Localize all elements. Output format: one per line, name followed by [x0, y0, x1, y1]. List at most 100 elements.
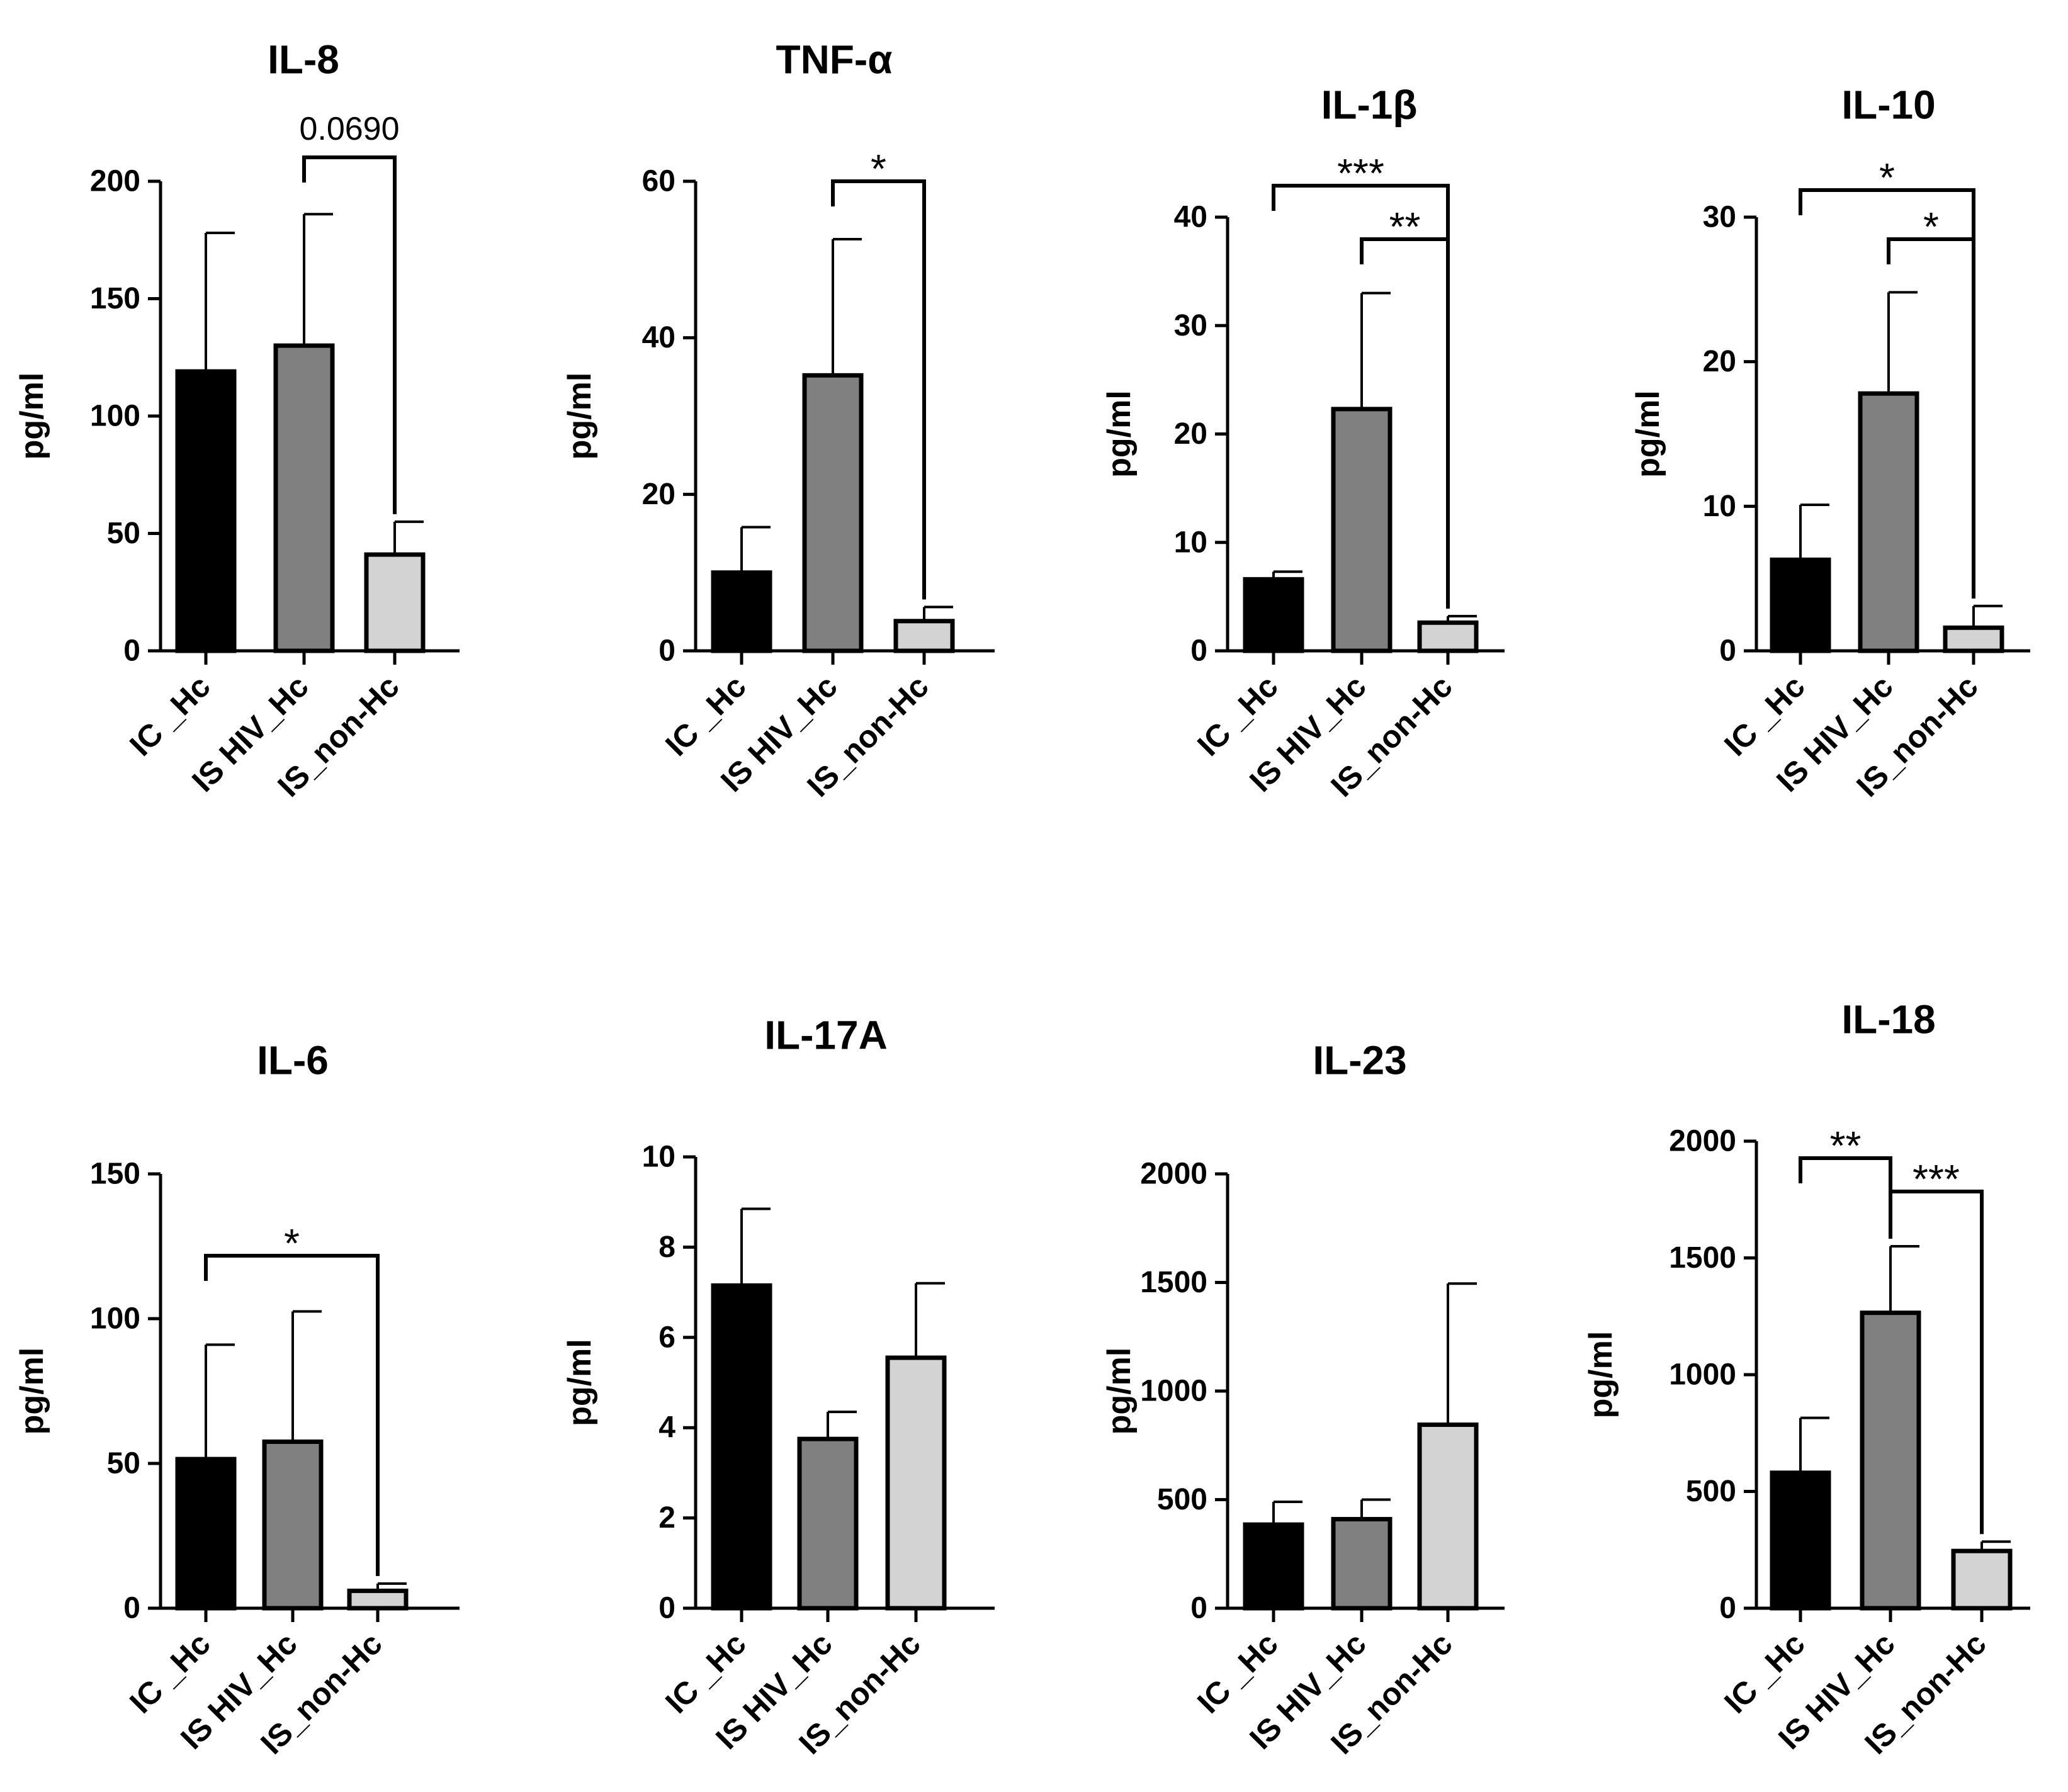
bar: [364, 552, 426, 653]
y-axis-label: pg/ml: [1101, 1348, 1138, 1435]
y-tick-label: 500: [1686, 1475, 1736, 1508]
bar: [1951, 1548, 2013, 1611]
bar: [1860, 1310, 1921, 1611]
chart-title: IL-6: [257, 1037, 329, 1083]
y-tick-label: 0: [1190, 634, 1207, 668]
y-tick-label: 40: [1174, 201, 1207, 234]
significance-bracket: [831, 179, 926, 600]
y-tick-label: 100: [90, 1302, 140, 1336]
y-tick-label: 10: [1703, 490, 1736, 523]
y-tick-label: 30: [1174, 309, 1207, 342]
y-tick-label: 200: [90, 165, 140, 198]
y-axis-label: pg/ml: [562, 1339, 598, 1426]
bar: [1943, 625, 2004, 653]
y-tick-label: 1500: [1140, 1266, 1207, 1299]
y-tick-label: 10: [1174, 526, 1207, 559]
y-tick-label: 40: [642, 321, 675, 354]
significance-bracket: [204, 1254, 380, 1576]
chart-title: IL-10: [1841, 82, 1935, 127]
y-axis-label: pg/ml: [14, 1348, 50, 1435]
bar: [802, 373, 864, 653]
chart-title: TNF-α: [776, 37, 892, 82]
y-tick-label: 50: [107, 1447, 140, 1480]
y-tick-label: 8: [658, 1231, 675, 1264]
significance-label: *: [1879, 155, 1895, 200]
y-tick-label: 2000: [1669, 1125, 1736, 1158]
y-tick-label: 0: [123, 1592, 140, 1625]
chart-title: IL-1β: [1321, 82, 1418, 127]
bar: [1770, 557, 1831, 653]
y-tick-label: 20: [642, 478, 675, 511]
significance-bracket: [1887, 237, 1975, 599]
y-tick-label: 50: [107, 517, 140, 550]
y-tick-label: 20: [1703, 345, 1736, 378]
bar: [1770, 1470, 1831, 1611]
y-tick-label: 2: [658, 1501, 675, 1535]
y-axis-label: pg/ml: [14, 373, 50, 460]
bar: [175, 369, 237, 653]
significance-bracket: [302, 155, 397, 514]
y-tick-label: 0: [1719, 634, 1736, 668]
y-axis-label: pg/ml: [1583, 1331, 1619, 1419]
bar: [1858, 391, 1919, 653]
y-tick-label: 0: [658, 1592, 675, 1625]
y-tick-label: 30: [1703, 201, 1736, 234]
bar: [711, 570, 772, 653]
y-tick-label: 10: [642, 1141, 675, 1174]
y-tick-label: 100: [90, 400, 140, 433]
chart-title: IL-23: [1313, 1037, 1406, 1083]
bar: [1417, 620, 1479, 653]
bar: [797, 1436, 859, 1611]
chart-title: IL-8: [268, 37, 339, 82]
chart-title: IL-17A: [764, 1012, 888, 1057]
bar: [893, 619, 955, 653]
y-axis-label: pg/ml: [562, 373, 598, 460]
y-tick-label: 0: [123, 634, 140, 668]
y-tick-label: 20: [1174, 417, 1207, 451]
bar: [273, 343, 335, 653]
significance-label: ***: [1913, 1156, 1960, 1202]
y-tick-label: 6: [658, 1321, 675, 1354]
y-tick-label: 0: [658, 634, 675, 668]
y-tick-label: 150: [90, 1158, 140, 1191]
y-tick-label: 1000: [1669, 1358, 1736, 1392]
bar: [347, 1588, 409, 1611]
y-tick-label: 0: [1719, 1592, 1736, 1625]
bar: [1417, 1422, 1479, 1611]
y-tick-label: 150: [90, 282, 140, 315]
bar: [1243, 1522, 1304, 1611]
significance-label: *: [284, 1220, 300, 1266]
bar: [1331, 1517, 1393, 1611]
bar: [1331, 407, 1393, 653]
significance-label: **: [1389, 204, 1421, 249]
y-tick-label: 1500: [1669, 1241, 1736, 1275]
y-tick-label: 0: [1190, 1592, 1207, 1625]
significance-bracket: [1360, 237, 1450, 609]
significance-bracket: [1799, 1156, 1892, 1239]
bar: [175, 1457, 237, 1611]
bar: [262, 1440, 324, 1611]
significance-label: ***: [1337, 150, 1384, 196]
y-axis-label: pg/ml: [1101, 390, 1138, 478]
significance-label: **: [1830, 1123, 1862, 1168]
chart-title: IL-18: [1841, 996, 1935, 1042]
significance-bracket: [1889, 1190, 1984, 1535]
bar: [1243, 577, 1304, 653]
significance-label: *: [871, 146, 886, 191]
y-tick-label: 4: [658, 1411, 675, 1445]
y-axis-label: pg/ml: [1630, 390, 1666, 478]
y-tick-label: 500: [1157, 1483, 1207, 1516]
y-tick-label: 2000: [1140, 1158, 1207, 1191]
bar: [885, 1355, 947, 1611]
significance-label: 0.0690: [299, 111, 399, 147]
significance-label: *: [1923, 204, 1939, 249]
